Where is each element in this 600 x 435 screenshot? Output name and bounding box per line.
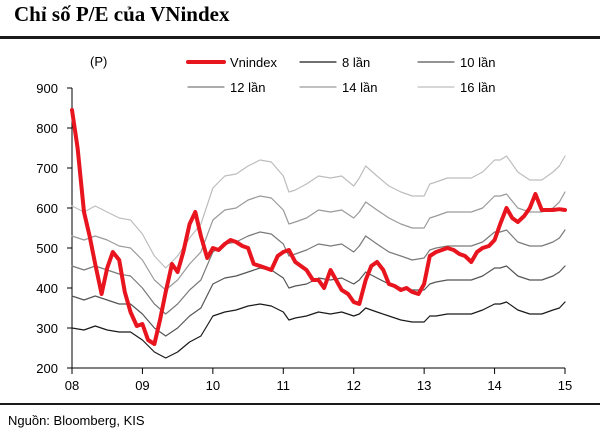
pe-line-chart: 200 300 400 500 600 700 800 900 (P) 08 09 10 11 12 13 1… xyxy=(36,54,572,393)
x-tick-label: 15 xyxy=(558,378,572,393)
chart-title: Chỉ số P/E của VNindex xyxy=(14,2,230,26)
x-tick-label: 09 xyxy=(135,378,149,393)
x-tick-label: 14 xyxy=(487,378,501,393)
chart-legend: Vnindex 8 lần 10 lần 12 lần 14 lần 16 lần xyxy=(186,55,495,95)
series-line xyxy=(71,265,566,337)
y-tick-label: 200 xyxy=(36,361,58,376)
y-tick-label: 500 xyxy=(36,241,58,256)
y-tick-label: 700 xyxy=(36,161,58,176)
y-tick-label: 300 xyxy=(36,321,58,336)
series-line xyxy=(71,301,566,359)
series-line xyxy=(70,108,567,346)
y-axis-label: (P) xyxy=(90,54,107,69)
x-tick-label: 13 xyxy=(417,378,431,393)
legend-label: 10 lần xyxy=(460,55,495,70)
legend-label: 14 lần xyxy=(342,80,377,95)
title-rule xyxy=(0,36,600,39)
series-line xyxy=(71,155,566,269)
y-tick-label: 900 xyxy=(36,81,58,96)
source-note: Nguồn: Bloomberg, KIS xyxy=(8,413,145,428)
series-lines xyxy=(70,108,567,359)
legend-label: Vnindex xyxy=(230,55,277,70)
legend-label: 12 lần xyxy=(230,80,265,95)
x-tick-label: 08 xyxy=(65,378,79,393)
x-tick-label: 12 xyxy=(346,378,360,393)
chart-axes: 200 300 400 500 600 700 800 900 (P) 08 09 10 11 12 13 1… xyxy=(36,54,572,393)
legend-label: 16 lần xyxy=(460,80,495,95)
y-tick-label: 600 xyxy=(36,201,58,216)
footer-rule xyxy=(0,403,600,405)
series-line xyxy=(71,191,566,291)
legend-label: 8 lần xyxy=(342,55,370,70)
y-tick-label: 400 xyxy=(36,281,58,296)
x-tick-label: 10 xyxy=(206,378,220,393)
x-tick-label: 11 xyxy=(277,378,291,393)
y-tick-label: 800 xyxy=(36,121,58,136)
